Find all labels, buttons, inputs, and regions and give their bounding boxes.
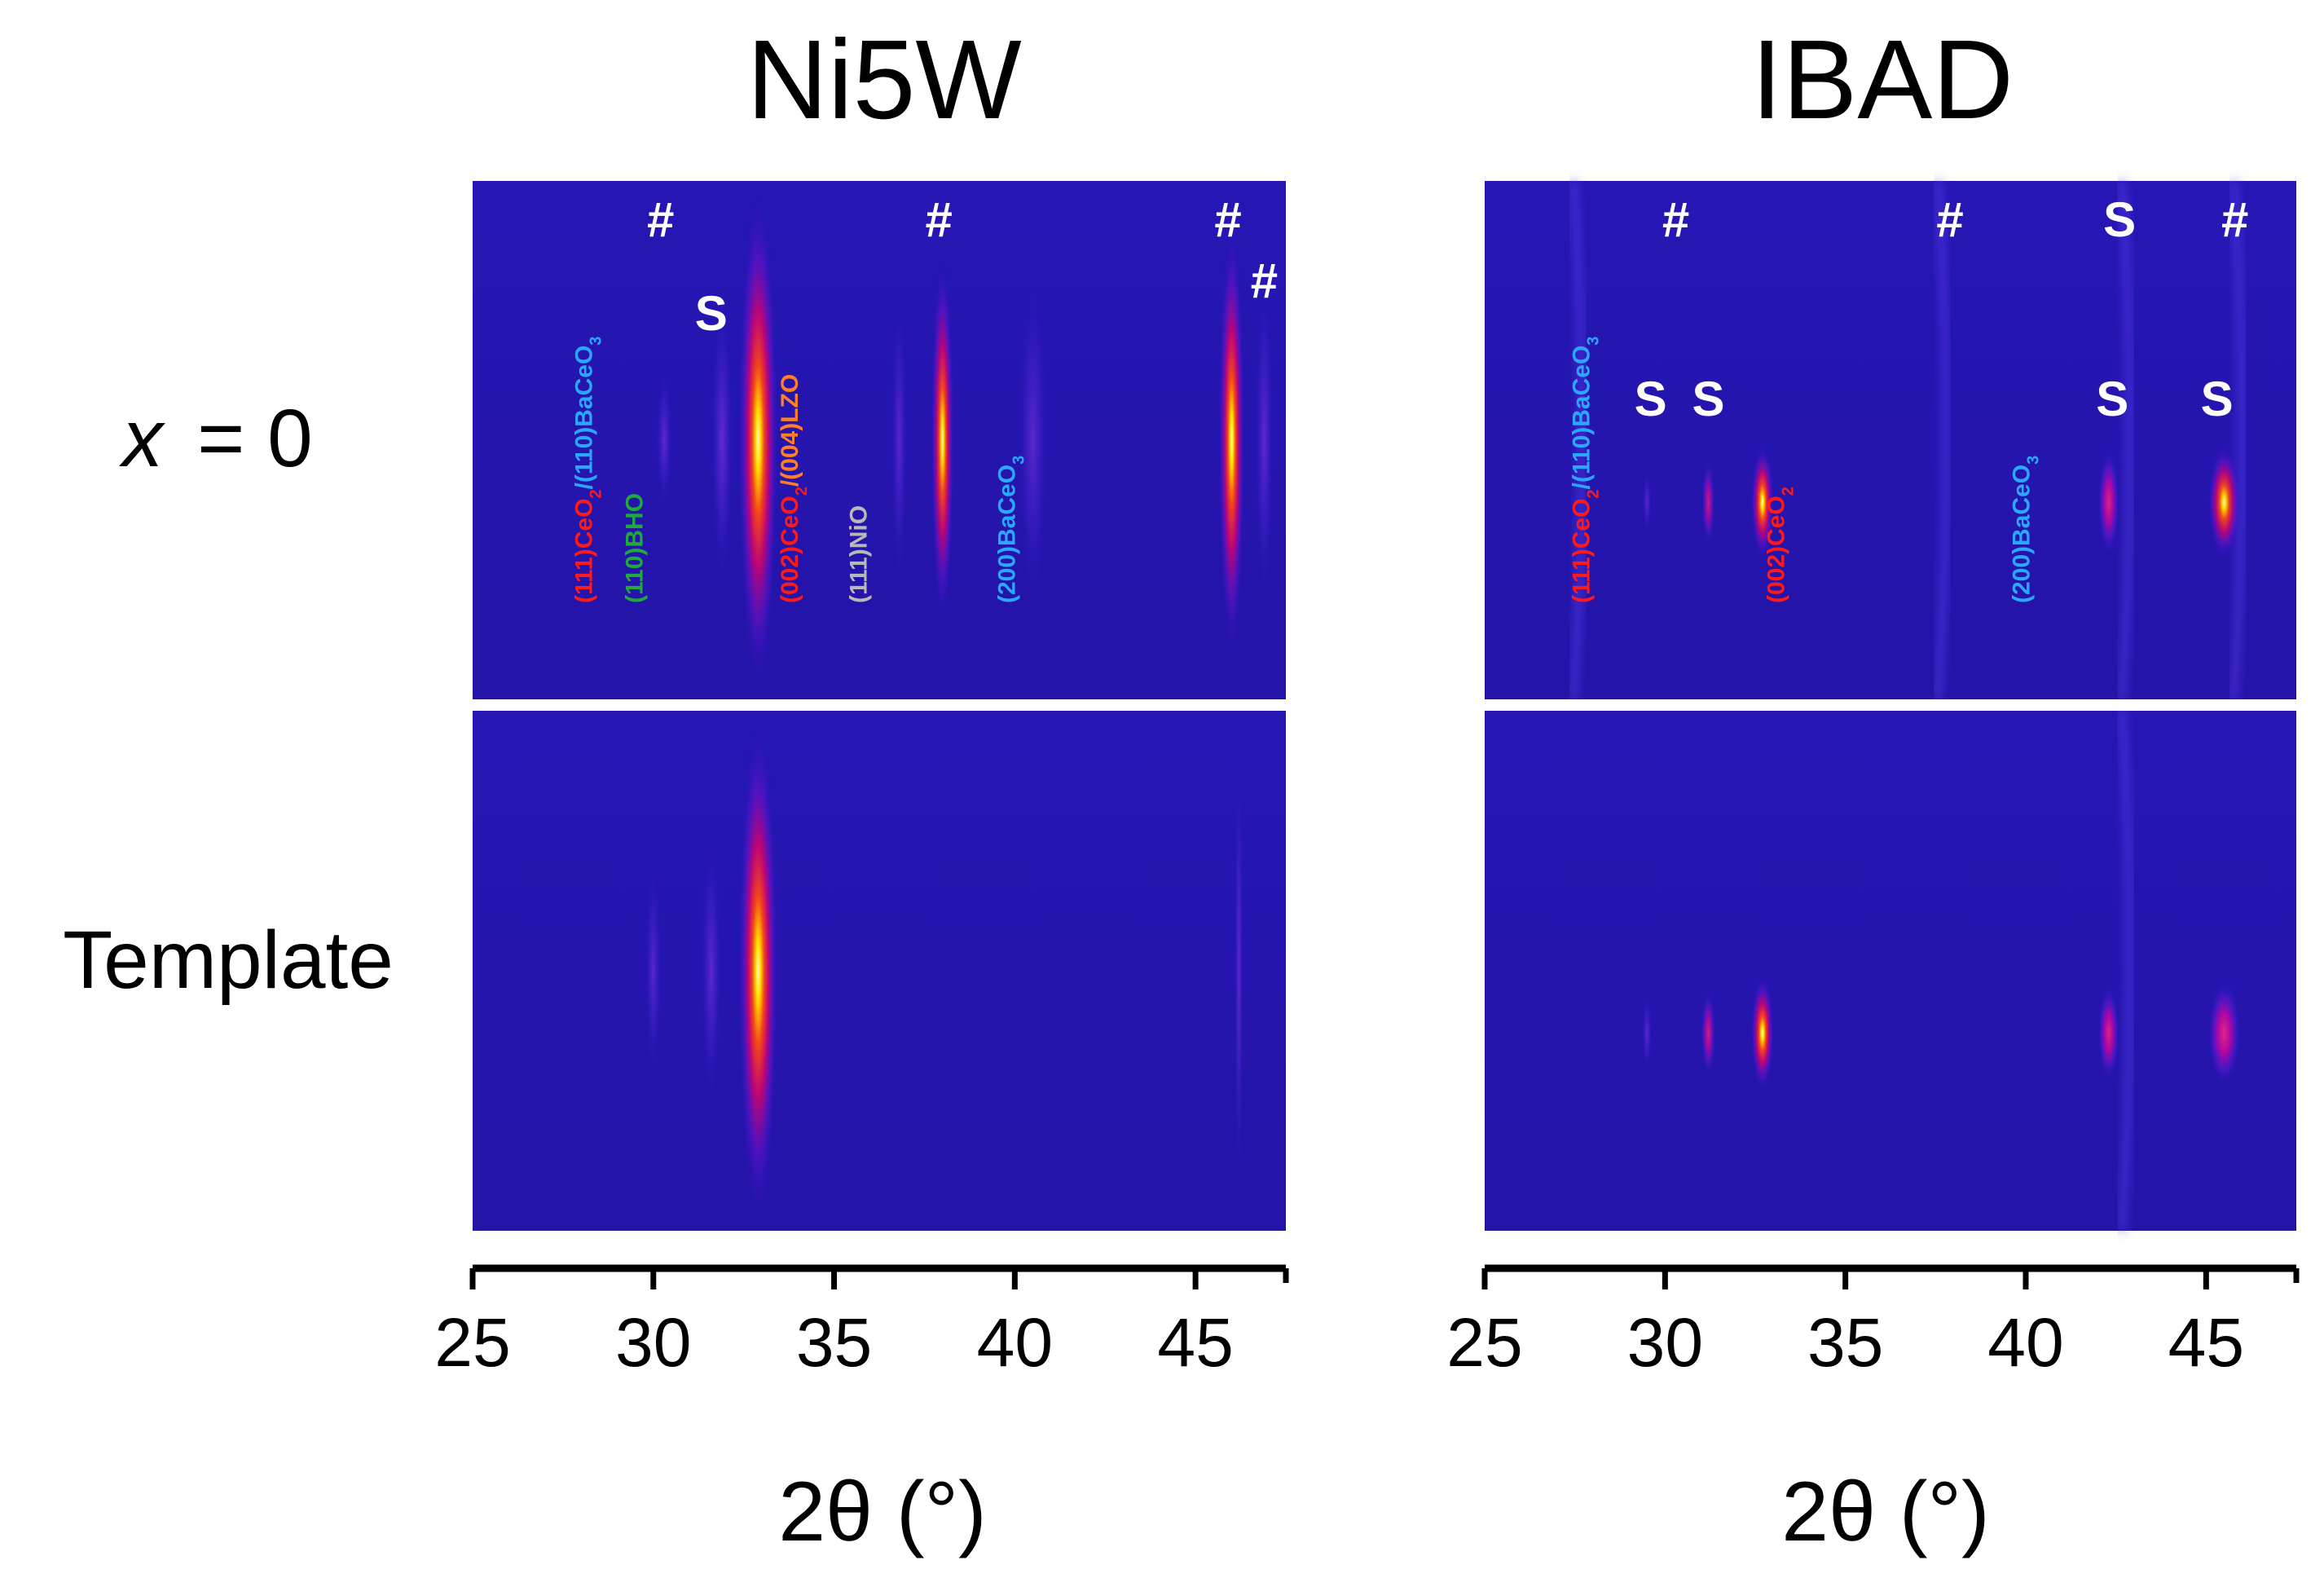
xlabel-ibad: 2θ (°): [1781, 1465, 1989, 1559]
x-tick-label: 35: [1807, 1304, 1883, 1381]
x-tick-label: 40: [977, 1304, 1053, 1381]
marker-hash: #: [925, 192, 952, 247]
x-tick-label: 40: [1987, 1304, 2063, 1381]
panel-ibad: # # S #S S S S(111)CeO2/(110)BaCeO3(002)CeO2 (2…: [1446, 180, 2300, 1381]
diffraction-peak: [1255, 284, 1274, 596]
x-tick-label: 30: [615, 1304, 691, 1381]
marker-s: S: [2103, 192, 2136, 247]
marker-hash: #: [1662, 192, 1689, 247]
panel-background: [1485, 181, 2296, 699]
peak-label: (002)CeO2: [1763, 487, 1797, 603]
marker-s: S: [2096, 372, 2128, 426]
panel-ni5w: # # ##S(111)CeO2/(110)BaCeO3(110)BHO (002)C…: [434, 181, 1289, 1381]
peak-label: (002)CeO2/(004)LZO: [777, 374, 811, 603]
diffraction-peak: [931, 258, 954, 622]
marker-hash: #: [1936, 192, 1963, 247]
diffraction-peak: [1750, 445, 1775, 560]
marker-s: S: [1692, 372, 1724, 426]
diffraction-peak: [645, 866, 662, 1075]
panel-background: [473, 711, 1286, 1231]
title-ibad: IBAD: [1751, 17, 2014, 143]
row-separator: [473, 699, 1286, 711]
panel-background: [1485, 711, 2296, 1231]
diffraction-peak: [1750, 976, 1775, 1091]
xlabel-ni5w: 2θ (°): [778, 1465, 986, 1559]
x-tick-label: 35: [796, 1304, 872, 1381]
diffraction-peak: [738, 723, 778, 1219]
debye-ring-arc: [2230, 180, 2245, 700]
diffraction-peak: [2207, 981, 2241, 1086]
diffraction-peak: [2097, 986, 2120, 1080]
row-label-x0: x: [119, 393, 165, 484]
marker-s: S: [1635, 372, 1667, 426]
peak-label: (200)BaCeO3: [2008, 456, 2042, 603]
marker-s: S: [2201, 372, 2234, 426]
x-tick-label: 45: [2168, 1304, 2244, 1381]
diffraction-peak: [891, 298, 908, 583]
x-tick-label: 25: [434, 1304, 510, 1381]
marker-hash: #: [647, 192, 674, 247]
peak-label: (200)BaCeO3: [993, 456, 1028, 603]
diffraction-peak: [1018, 279, 1048, 602]
debye-ring-arc: [1570, 180, 1585, 700]
marker-s: S: [695, 286, 728, 341]
marker-hash: #: [2221, 192, 2248, 247]
diffraction-peak: [1642, 996, 1653, 1070]
panel-background: [473, 181, 1286, 699]
diffraction-peak: [1701, 461, 1715, 544]
diffraction-peak: [656, 372, 672, 508]
peak-label: (110)BHO: [621, 493, 648, 603]
diffraction-peak: [711, 298, 733, 583]
debye-ring-arc: [1934, 180, 1949, 700]
diffraction-peak: [1235, 749, 1243, 1192]
debye-ring-arc: [2119, 710, 2133, 1232]
peak-label: (111)CeO2/(110)BaCeO3: [1568, 337, 1602, 603]
row-label-x0-rest: = 0: [197, 393, 313, 484]
x-tick-label: 30: [1627, 1304, 1703, 1381]
debye-ring-arc: [2119, 180, 2133, 700]
row-separator: [1485, 699, 2296, 711]
diffraction-peak: [738, 193, 778, 687]
diffraction-peak: [2207, 445, 2241, 560]
peak-label: (111)NiO: [845, 505, 872, 603]
diffraction-peak: [701, 840, 722, 1101]
x-tick-label: 45: [1157, 1304, 1233, 1381]
row-label-template: Template: [63, 915, 394, 1006]
title-ni5w: Ni5W: [746, 17, 1021, 143]
diffraction-peak: [1218, 227, 1245, 653]
x-tick-label: 25: [1446, 1304, 1522, 1381]
peak-label: (111)CeO2/(110)BaCeO3: [570, 337, 605, 603]
diffraction-peak: [2097, 450, 2120, 554]
diffraction-peak: [1701, 991, 1716, 1075]
marker-hash: #: [1214, 192, 1241, 247]
marker-hash: #: [1251, 253, 1278, 308]
diffraction-peak: [1642, 471, 1652, 534]
